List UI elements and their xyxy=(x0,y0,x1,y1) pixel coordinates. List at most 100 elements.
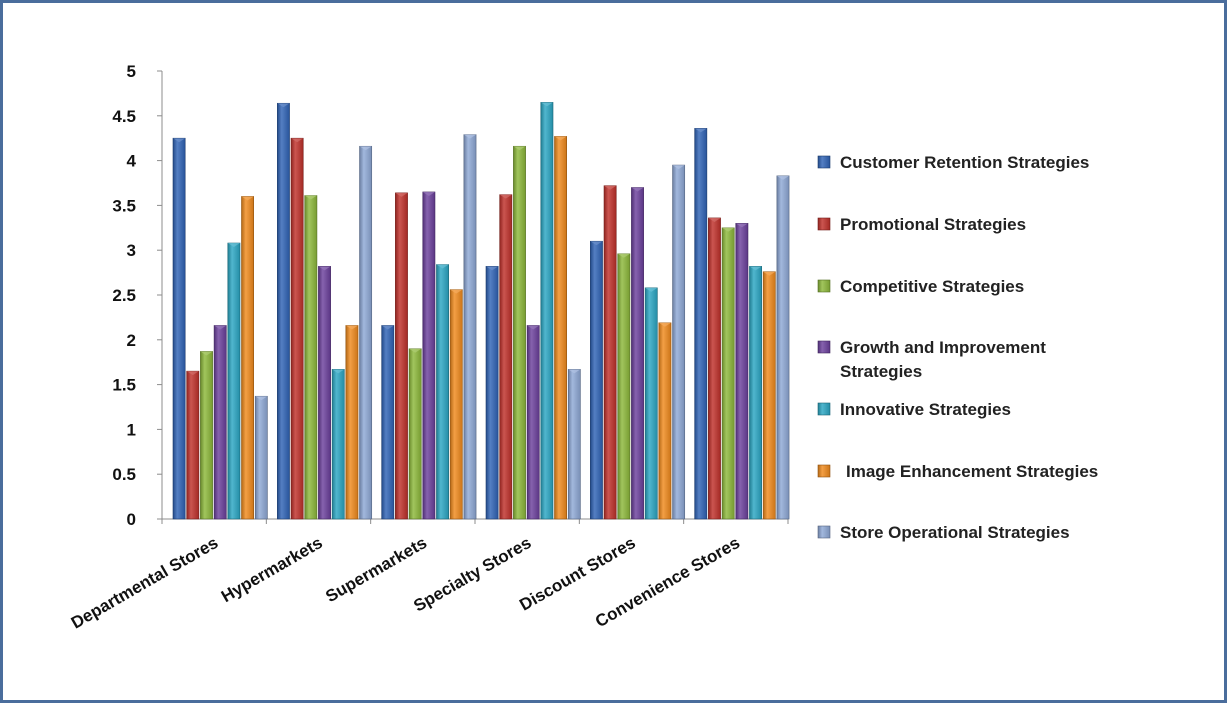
bar-cap xyxy=(486,266,499,271)
bar-cap xyxy=(568,369,581,374)
bar xyxy=(463,134,477,520)
bar xyxy=(408,348,422,520)
bar xyxy=(526,325,540,520)
bar xyxy=(277,102,290,520)
bar xyxy=(499,194,513,520)
legend-swatch xyxy=(817,155,831,169)
bar xyxy=(603,185,617,520)
bar xyxy=(186,370,200,520)
bar xyxy=(213,325,227,520)
bar-cap xyxy=(499,194,512,199)
legend-label: Growth and Improvement Strategies xyxy=(840,338,1046,381)
bar xyxy=(631,187,644,520)
bar-cap xyxy=(422,191,435,196)
legend-label: Promotional Strategies xyxy=(840,215,1026,234)
bar-cap xyxy=(604,185,617,190)
legend-swatch xyxy=(817,464,831,478)
bar-chart: 0 0.5 1 1.5 2 2.5 3 3.5 4 4.5 5 Departmental Store… xyxy=(68,62,1098,633)
bar-cap xyxy=(291,138,304,143)
bar xyxy=(345,325,359,520)
bar xyxy=(485,266,499,520)
y-tick-label: 5 xyxy=(127,62,136,81)
bar xyxy=(331,369,345,520)
x-category-label: Hypermarkets xyxy=(218,533,326,606)
bar xyxy=(227,242,241,520)
bar-cap xyxy=(186,371,199,376)
bar xyxy=(658,322,672,520)
bar-cap xyxy=(554,136,567,141)
bar xyxy=(735,223,749,520)
legend-label: Store Operational Strategies xyxy=(840,523,1070,542)
bar-cap xyxy=(345,325,359,330)
y-tick-label: 0.5 xyxy=(112,465,136,484)
bar-cap xyxy=(694,128,707,133)
bar xyxy=(304,195,318,520)
y-tick-label: 2 xyxy=(127,331,136,350)
category-labels: Departmental StoresHypermarketsSupermark… xyxy=(68,533,743,633)
bar-cap xyxy=(277,103,290,108)
x-category-label: Supermarkets xyxy=(322,533,430,606)
bar xyxy=(749,266,762,520)
bar-cap xyxy=(450,289,463,294)
bar-cap xyxy=(645,287,658,292)
bar xyxy=(436,264,449,520)
bar-cap xyxy=(776,175,790,180)
bar-cap xyxy=(708,217,721,222)
bar xyxy=(672,164,686,520)
bar xyxy=(254,395,268,520)
bar xyxy=(708,217,721,520)
bar xyxy=(762,271,776,520)
bar xyxy=(395,192,408,520)
bar-cap xyxy=(658,322,672,327)
y-tick-label: 0 xyxy=(127,510,136,529)
y-tick-labels: 0 0.5 1 1.5 2 2.5 3 3.5 4 4.5 5 xyxy=(112,62,136,529)
bar xyxy=(359,145,373,520)
bar xyxy=(644,287,658,520)
bar-cap xyxy=(617,253,630,258)
bar-cap xyxy=(304,195,317,200)
bar xyxy=(694,128,708,520)
x-category-label: Specialty Stores xyxy=(410,533,534,616)
bar xyxy=(241,196,254,520)
legend-label: Customer Retention Strategies xyxy=(840,153,1089,172)
bar-cap xyxy=(359,146,372,151)
bar-cap xyxy=(540,102,553,107)
bar-cap xyxy=(527,325,540,330)
bar-cap xyxy=(227,243,240,248)
bar-cap xyxy=(722,227,735,232)
bar xyxy=(567,369,581,520)
bar xyxy=(290,137,304,520)
bar xyxy=(449,289,463,520)
y-tick-label: 1 xyxy=(127,420,136,439)
bar-cap xyxy=(749,266,762,271)
bar xyxy=(200,351,213,520)
legend-swatch xyxy=(817,217,831,231)
bar xyxy=(172,137,186,520)
bar xyxy=(381,325,395,520)
bar-cap xyxy=(381,325,394,330)
bar-cap xyxy=(200,351,213,356)
legend-swatch xyxy=(817,279,831,293)
legend-swatch xyxy=(817,340,831,354)
bar-cap xyxy=(241,196,254,201)
bar xyxy=(540,102,554,520)
legend-swatch xyxy=(817,402,831,416)
bar xyxy=(617,253,631,520)
legend-swatch xyxy=(817,525,831,539)
legend-label: Competitive Strategies xyxy=(840,277,1024,296)
bar-cap xyxy=(436,264,449,269)
bar xyxy=(513,145,526,520)
bar-cap xyxy=(318,266,331,271)
legend-label: Image Enhancement Strategies xyxy=(846,462,1098,481)
bar-cap xyxy=(173,138,186,143)
bar-cap xyxy=(513,146,526,151)
legend-label: Innovative Strategies xyxy=(840,400,1011,419)
bar-cap xyxy=(735,223,748,228)
legend: Customer Retention Strategies Promotional… xyxy=(817,153,1098,542)
bar-cap xyxy=(332,369,345,374)
bar-cap xyxy=(255,396,268,401)
bar xyxy=(721,227,735,520)
x-category-label: Departmental Stores xyxy=(68,533,222,633)
y-tick-label: 4.5 xyxy=(112,107,136,126)
